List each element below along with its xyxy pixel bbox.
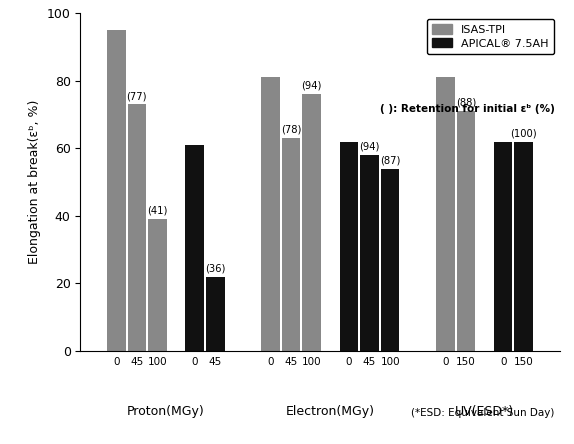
Bar bbox=[381, 169, 400, 351]
Text: (41): (41) bbox=[148, 206, 168, 216]
Legend: ISAS-TPI, APICAL® 7.5AH: ISAS-TPI, APICAL® 7.5AH bbox=[426, 19, 554, 54]
Text: (77): (77) bbox=[127, 91, 147, 101]
Text: Electron(MGy): Electron(MGy) bbox=[286, 405, 375, 418]
Y-axis label: Elongation at break(εᵇ, %): Elongation at break(εᵇ, %) bbox=[28, 100, 41, 264]
Bar bbox=[340, 142, 358, 351]
Bar bbox=[206, 277, 224, 351]
Bar bbox=[436, 77, 455, 351]
Text: ( ): Retention for initial εᵇ (%): ( ): Retention for initial εᵇ (%) bbox=[380, 104, 555, 115]
Text: (78): (78) bbox=[281, 125, 301, 135]
Bar bbox=[282, 138, 300, 351]
Bar bbox=[107, 30, 126, 351]
Bar bbox=[456, 111, 475, 351]
Bar bbox=[494, 142, 513, 351]
Bar bbox=[127, 104, 146, 351]
Bar bbox=[302, 94, 321, 351]
Text: UV(ESD*): UV(ESD*) bbox=[455, 405, 514, 418]
Bar bbox=[514, 142, 533, 351]
Bar bbox=[185, 145, 204, 351]
Text: (94): (94) bbox=[301, 81, 322, 91]
Text: Proton(MGy): Proton(MGy) bbox=[127, 405, 205, 418]
Text: (100): (100) bbox=[510, 128, 537, 138]
Text: (94): (94) bbox=[359, 142, 380, 152]
Bar bbox=[148, 219, 167, 351]
Text: (*ESD: Equivalent Sun Day): (*ESD: Equivalent Sun Day) bbox=[412, 408, 555, 418]
Text: (36): (36) bbox=[205, 263, 226, 273]
Text: (87): (87) bbox=[380, 155, 400, 165]
Text: (88): (88) bbox=[456, 98, 476, 108]
Bar bbox=[261, 77, 280, 351]
Bar bbox=[360, 155, 379, 351]
